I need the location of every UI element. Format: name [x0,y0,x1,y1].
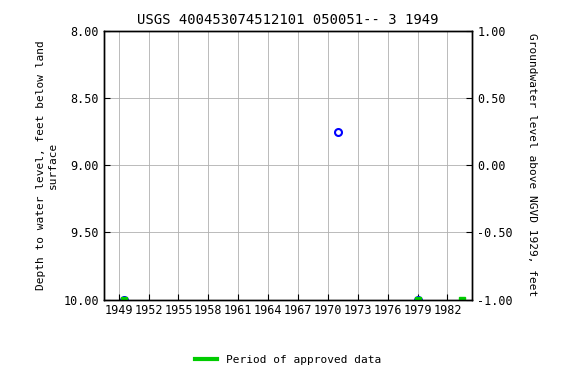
Y-axis label: Groundwater level above NGVD 1929, feet: Groundwater level above NGVD 1929, feet [526,33,537,297]
Legend: Period of approved data: Period of approved data [191,350,385,369]
Y-axis label: Depth to water level, feet below land
surface: Depth to water level, feet below land su… [36,40,58,290]
Title: USGS 400453074512101 050051-- 3 1949: USGS 400453074512101 050051-- 3 1949 [137,13,439,27]
